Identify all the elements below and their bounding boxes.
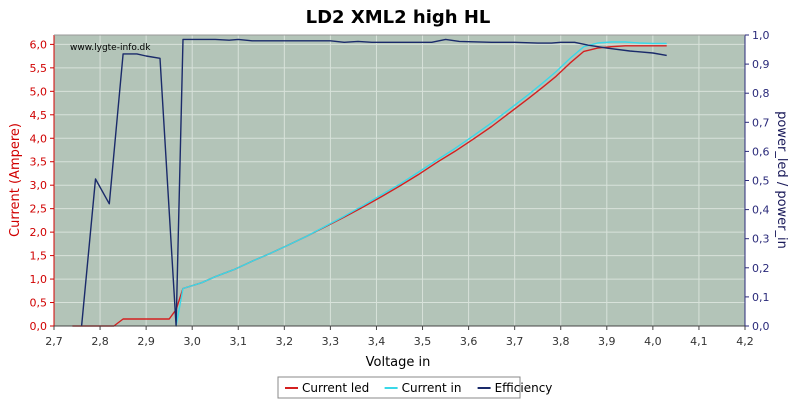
x-tick-label: 3,7 [506, 335, 524, 348]
y-left-tick-label: 5,0 [30, 85, 48, 98]
y-right-tick-label: 0,7 [752, 116, 770, 129]
y-left-tick-label: 3,5 [30, 156, 48, 169]
y-right-tick-label: 0,5 [752, 175, 770, 188]
x-tick-label: 2,7 [45, 335, 63, 348]
series-layer [72, 38, 667, 327]
y-left-tick-label: 6,0 [30, 38, 48, 51]
legend-frame [277, 376, 521, 399]
y-left-tick-label: 4,0 [30, 132, 48, 145]
x-tick-label: 3,1 [230, 335, 248, 348]
y-right-tick-label: 0,8 [752, 87, 770, 100]
y-left-tick-label: 3,0 [30, 179, 48, 192]
series-line-current-in [175, 41, 667, 327]
y-right-tick-label: 0,1 [752, 291, 770, 304]
x-tick-label: 3,8 [552, 335, 570, 348]
y-left-tick-label: 2,5 [30, 203, 48, 216]
chart-title: LD2 XML2 high HL [306, 7, 491, 28]
plot-area [54, 35, 745, 326]
y-left-tick-label: 0,0 [30, 320, 48, 333]
x-tick-label: 3,3 [322, 335, 340, 348]
x-tick-label: 3,2 [276, 335, 294, 348]
y-right-tick-label: 0,6 [752, 145, 770, 158]
y-left-tick-label: 2,0 [30, 226, 48, 239]
x-tick-label: 3,6 [460, 335, 478, 348]
x-axis-title: Voltage in [366, 355, 431, 370]
y-left-tick-label: 1,5 [30, 250, 48, 263]
y-right-tick-label: 1,0 [752, 29, 770, 42]
series-line-efficiency [80, 38, 667, 327]
watermark-text: www.lygte-info.dk [70, 43, 151, 53]
y-right-tick-label: 0,2 [752, 262, 770, 275]
y-right-tick-label: 0,0 [752, 320, 770, 333]
grid-layer [53, 35, 746, 327]
y-right-tick-label: 0,3 [752, 233, 770, 246]
x-tick-label: 3,9 [598, 335, 616, 348]
x-tick-label: 4,1 [690, 335, 708, 348]
y-left-tick-label: 1,0 [30, 273, 48, 286]
x-tick-label: 3,0 [183, 335, 201, 348]
y-left-tick-label: 0,5 [30, 297, 48, 310]
y-left-axis-title: Current (Ampere) [8, 123, 23, 237]
axes-layer: 2,7 2,8 2,9 3,0 3,1 3,2 3,3 3,4 3,5 3,6 3,7 3,8 3,9 4… [30, 29, 770, 348]
legend-label-efficiency: Efficiency [495, 381, 553, 395]
x-tick-label: 4,2 [736, 335, 754, 348]
y-left-tick-label: 4,5 [30, 109, 48, 122]
legend: Current led Current in Efficiency [277, 376, 553, 399]
x-tick-label: 3,4 [368, 335, 386, 348]
x-tick-label: 2,9 [137, 335, 155, 348]
y-left-tick-label: 5,5 [30, 62, 48, 75]
y-right-tick-label: 0,4 [752, 204, 770, 217]
legend-label-current-led: Current led [302, 381, 369, 395]
y-right-axis-title: power_led / power_in [774, 111, 789, 249]
legend-label-current-in: Current in [402, 381, 462, 395]
y-right-tick-label: 0,9 [752, 58, 770, 71]
x-tick-label: 4,0 [644, 335, 662, 348]
x-tick-label: 2,8 [91, 335, 109, 348]
x-tick-label: 3,5 [414, 335, 432, 348]
